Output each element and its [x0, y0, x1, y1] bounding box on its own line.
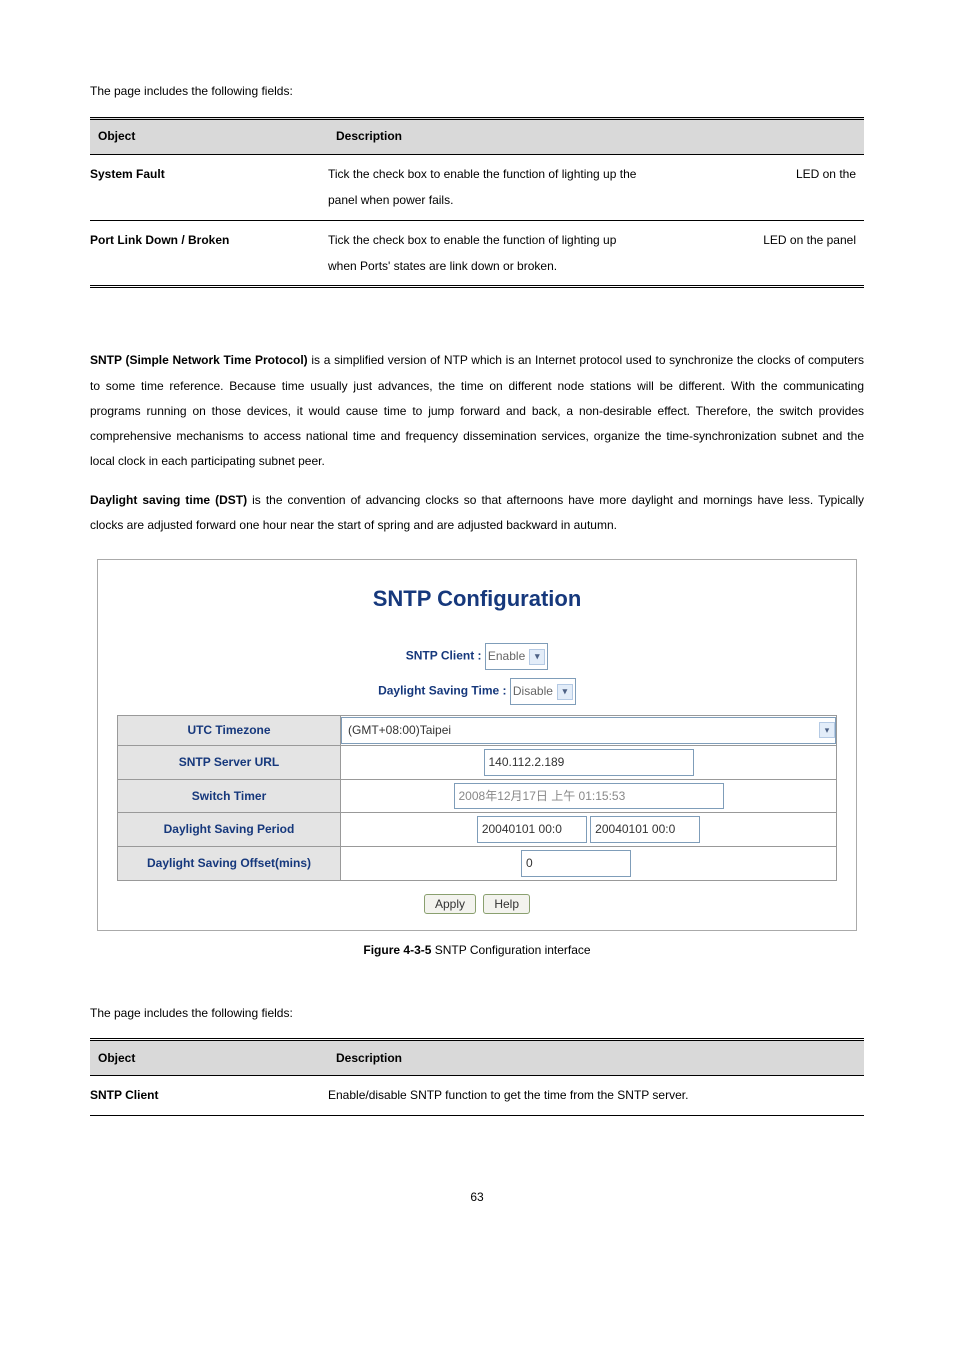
figure-caption: Figure 4-3-5 SNTP Configuration interfac… [90, 939, 864, 962]
intro-text-2: The page includes the following fields: [90, 1002, 864, 1025]
sntp-client-value: Enable [488, 645, 525, 668]
utc-tz-label: UTC Timezone [118, 716, 341, 746]
server-url-input[interactable]: 140.112.2.189 [484, 749, 694, 776]
chevron-down-icon: ▾ [819, 722, 835, 738]
apply-button[interactable]: Apply [424, 894, 476, 914]
table1-hdr-object: Object [90, 118, 328, 154]
sntp-client-label: SNTP Client : [406, 649, 482, 663]
table1-r0-line1: Tick the check box to enable the functio… [328, 161, 636, 187]
intro-text-1: The page includes the following fields: [90, 80, 864, 103]
table2-hdr-desc: Description [328, 1040, 864, 1076]
table1-r1-line1: Tick the check box to enable the functio… [328, 227, 616, 253]
sntp-paragraph: SNTP (Simple Network Time Protocol) is a… [90, 348, 864, 474]
dst-value: Disable [513, 680, 553, 703]
help-button[interactable]: Help [483, 894, 530, 914]
server-url-label: SNTP Server URL [118, 745, 341, 779]
switch-timer-label: Switch Timer [118, 779, 341, 813]
table1-r0-right1: LED on the [796, 161, 856, 187]
table2-r0-object: SNTP Client [90, 1076, 328, 1115]
table1-r1-desc: Tick the check box to enable the functio… [328, 220, 864, 287]
table2-r0-desc: Enable/disable SNTP function to get the … [328, 1076, 864, 1115]
ds-period-to-input[interactable]: 20040101 00:0 [590, 816, 700, 843]
table1-r0-object: System Fault [90, 154, 328, 220]
utc-tz-value: (GMT+08:00)Taipei [348, 719, 451, 742]
dst-bold: Daylight saving time (DST) [90, 493, 247, 507]
figure-caption-text: SNTP Configuration interface [431, 943, 590, 957]
table1-r1-line2: when Ports' states are link down or brok… [328, 253, 856, 279]
ds-period-from-input[interactable]: 20040101 00:0 [477, 816, 587, 843]
chevron-down-icon: ▾ [529, 649, 545, 665]
ds-offset-label: Daylight Saving Offset(mins) [118, 847, 341, 881]
table-row: SNTP Client Enable/disable SNTP function… [90, 1076, 864, 1115]
table1-r0-desc: Tick the check box to enable the functio… [328, 154, 864, 220]
table1-hdr-desc: Description [328, 118, 864, 154]
utc-tz-select[interactable]: (GMT+08:00)Taipei ▾ [341, 717, 836, 744]
dst-select[interactable]: Disable ▾ [510, 678, 576, 705]
dst-label: Daylight Saving Time : [378, 684, 506, 698]
sntp-bold: SNTP (Simple Network Time Protocol) [90, 353, 308, 367]
sntp-text: is a simplified version of NTP which is … [90, 353, 864, 468]
chevron-down-icon: ▾ [557, 684, 573, 700]
screenshot-title: SNTP Configuration [108, 578, 846, 620]
fields-table-2: Object Description SNTP Client Enable/di… [90, 1038, 864, 1115]
table2-hdr-object: Object [90, 1040, 328, 1076]
dst-row: Daylight Saving Time : Disable ▾ [108, 678, 846, 705]
page-number: 63 [90, 1186, 864, 1209]
fields-table-1: Object Description System Fault Tick the… [90, 117, 864, 289]
table1-r1-object: Port Link Down / Broken [90, 220, 328, 287]
dst-paragraph: Daylight saving time (DST) is the conven… [90, 488, 864, 538]
table-row: System Fault Tick the check box to enabl… [90, 154, 864, 220]
button-row: Apply Help [108, 893, 846, 916]
sntp-config-screenshot: SNTP Configuration SNTP Client : Enable … [97, 559, 857, 931]
table1-r1-right1: LED on the panel [763, 227, 856, 253]
switch-timer-value: 2008年12月17日 上午 01:15:53 [454, 783, 724, 810]
sntp-client-select[interactable]: Enable ▾ [485, 643, 548, 670]
table1-r0-line2: panel when power fails. [328, 187, 856, 213]
table-row: Port Link Down / Broken Tick the check b… [90, 220, 864, 287]
config-table: UTC Timezone (GMT+08:00)Taipei ▾ SNTP Se… [117, 715, 837, 881]
ds-offset-input[interactable]: 0 [521, 850, 631, 877]
sntp-client-row: SNTP Client : Enable ▾ [108, 643, 846, 670]
figure-caption-prefix: Figure 4-3-5 [363, 943, 431, 957]
ds-period-label: Daylight Saving Period [118, 813, 341, 847]
